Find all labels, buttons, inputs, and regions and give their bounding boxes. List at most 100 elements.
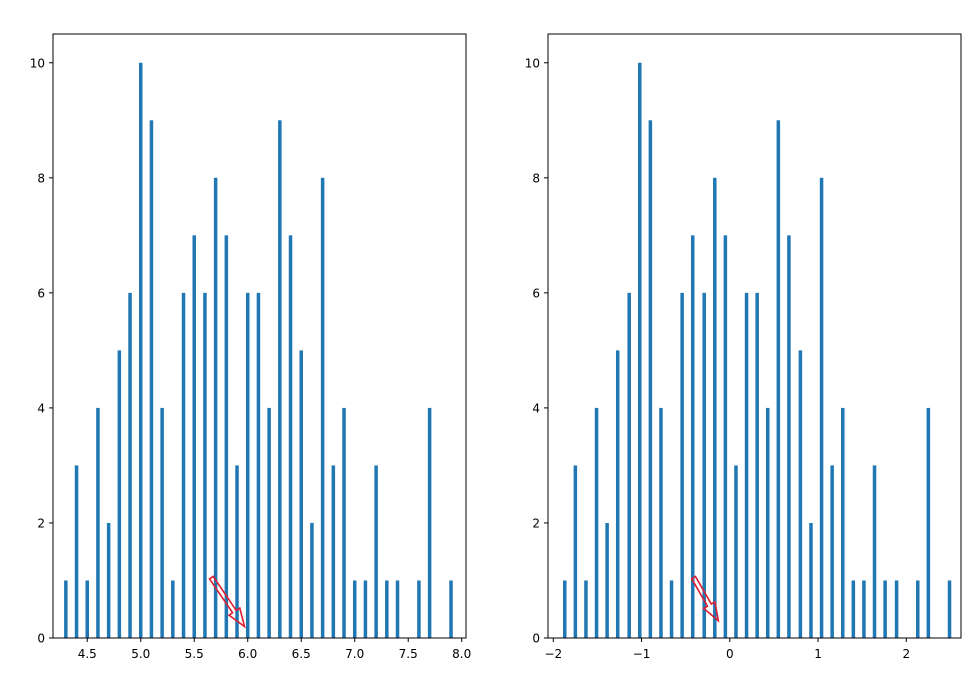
right-y-tick-label-0: 0 [532,632,540,646]
right-bar-20 [776,120,781,639]
right-bar-8 [648,120,653,639]
right-y-tick-label-1: 2 [532,516,540,530]
left-bar-34 [449,580,453,638]
right-y-tick-label-4: 8 [532,171,540,185]
left-x-tick-label-0: 4.5 [78,647,97,661]
right-bar-9 [659,407,663,638]
right-bar-18 [755,292,759,638]
left-histogram-panel: 4.5 5.0 5.5 6.0 6.5 7.0 7.5 8.0 0 2 4 6 8 10 [30,33,471,661]
left-bar-7 [138,62,143,638]
left-x-tick-label-6: 7.5 [399,647,418,661]
left-y-tick-label-5: 10 [30,56,45,70]
left-bar-18 [256,292,261,638]
right-bar-16 [734,465,738,638]
left-bar-10 [171,580,175,638]
right-y-tick-label-5: 10 [525,56,540,70]
left-bar-20 [278,120,282,639]
left-bar-29 [374,465,378,638]
left-x-tick-label-2: 5.5 [185,647,204,661]
right-bar-14 [713,177,717,638]
left-bar-13 [203,292,207,638]
left-bar-32 [417,580,421,638]
right-bar-13 [702,292,706,638]
left-bar-8 [149,120,154,639]
left-bar-12 [192,235,196,638]
left-bar-4 [106,522,111,638]
left-bar-21 [288,235,293,638]
right-x-tick-label-3: 1 [814,647,822,661]
right-bar-25 [830,465,834,638]
right-bar-33 [926,407,931,638]
left-x-tick-label-3: 6.0 [238,647,257,661]
right-bar-21 [787,235,791,638]
left-bar-24 [320,177,325,638]
right-bar-24 [819,177,824,638]
right-x-tick-label-4: 2 [902,647,910,661]
right-bar-32 [916,580,920,638]
left-bar-31 [395,580,400,638]
right-bar-19 [765,407,770,638]
right-bar-11 [680,292,684,638]
right-bar-29 [872,465,877,638]
left-y-tick-label-3: 6 [37,286,45,300]
right-bar-23 [809,522,813,638]
left-bar-28 [363,580,368,638]
right-bar-10 [669,580,674,638]
left-bar-33 [427,407,432,638]
right-bar-22 [798,350,803,638]
left-bar-17 [245,292,250,638]
left-y-tick-label-1: 2 [37,516,45,530]
right-bar-7 [638,62,642,638]
right-bar-17 [744,292,749,638]
left-bar-25 [331,465,336,638]
left-bar-15 [224,235,229,638]
left-bar-2 [85,580,89,638]
left-bar-11 [181,292,186,638]
right-bar-31 [894,580,899,638]
left-bar-16 [235,465,239,638]
left-bar-1 [74,465,79,638]
right-bar-3 [594,407,599,638]
left-bar-22 [299,350,303,638]
left-bar-9 [160,407,164,638]
right-bar-1 [573,465,578,638]
left-x-tick-label-4: 6.5 [292,647,311,661]
left-x-tick-label-1: 5.0 [131,647,150,661]
right-y-tick-label-2: 4 [532,401,540,415]
left-bar-6 [128,292,132,638]
left-bar-27 [352,580,357,638]
left-bar-23 [310,522,314,638]
right-bar-27 [851,580,856,638]
right-bar-28 [862,580,866,638]
right-bar-0 [563,580,567,638]
right-axes-frame [547,33,962,639]
left-bar-26 [342,407,346,638]
left-bar-19 [267,407,271,638]
left-y-tick-label-4: 8 [37,171,45,185]
right-x-tick-label-2: 0 [726,647,734,661]
left-axes-frame [52,33,467,639]
left-bar-0 [64,580,68,638]
left-bar-5 [117,350,122,638]
right-bar-6 [627,292,631,638]
left-bar-14 [213,177,218,638]
left-y-tick-label-2: 4 [37,401,45,415]
right-bar-15 [723,235,728,638]
left-y-tick-label-0: 0 [37,632,45,646]
right-y-tick-label-3: 6 [532,286,540,300]
right-bar-26 [841,407,845,638]
left-x-tick-label-5: 7.0 [345,647,364,661]
right-x-tick-label-1: −1 [633,647,651,661]
right-bar-30 [883,580,887,638]
right-x-tick-label-0: −2 [544,647,562,661]
left-x-tick-label-7: 8.0 [452,647,471,661]
left-bar-3 [96,407,100,638]
right-histogram-panel: −2 −1 0 1 2 0 2 4 6 8 10 [525,33,962,661]
right-bar-4 [605,522,609,638]
left-bar-30 [385,580,389,638]
right-bar-2 [584,580,588,638]
right-bar-12 [690,235,695,638]
right-bar-5 [615,350,620,638]
right-bar-34 [947,580,952,638]
